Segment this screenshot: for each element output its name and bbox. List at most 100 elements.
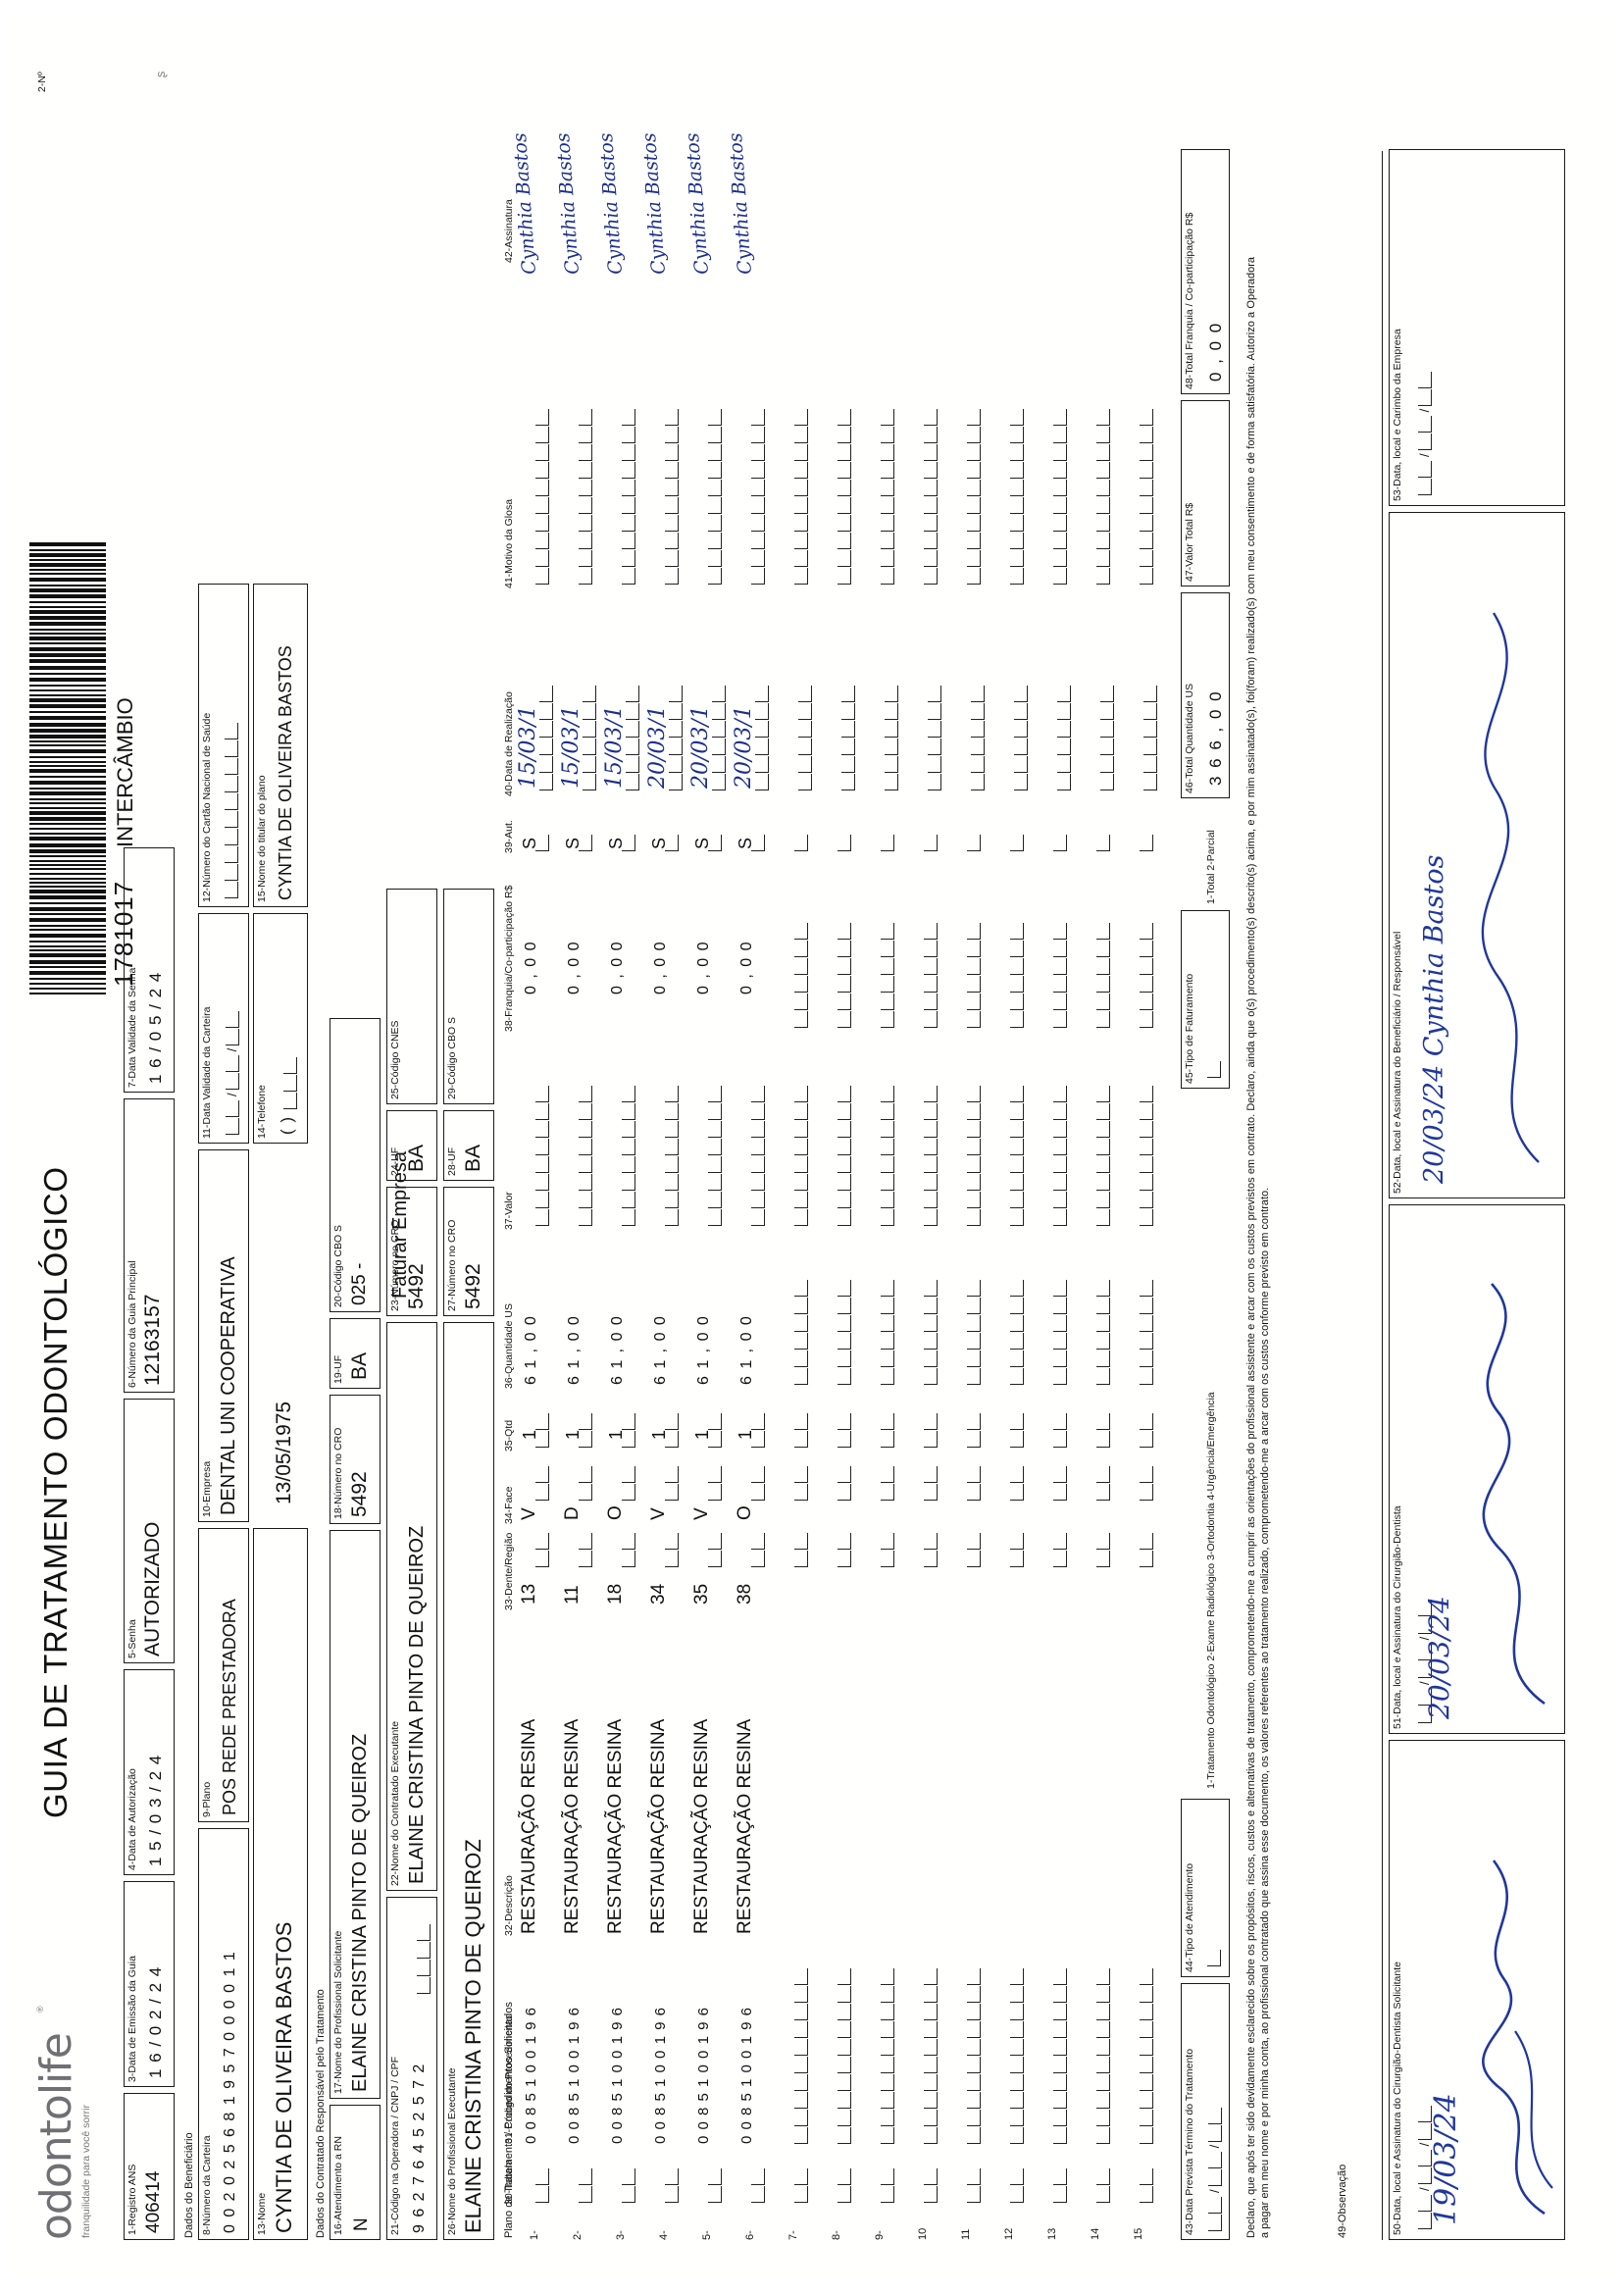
field-profissional-solicitante-value: ELAINE CRISTINA PINTO DE QUEIROZ bbox=[349, 1733, 371, 2092]
field-total-quantidade-us-value: 3 6 6 , 0 0 bbox=[1206, 689, 1225, 786]
field-empresa[interactable]: 10-Empresa DENTAL UNI COOPERATIVA bbox=[198, 1149, 249, 1522]
signature-beneficiario-mark bbox=[1481, 612, 1540, 1163]
table-cell-quantidade-us: 6 1 , 0 0 bbox=[566, 1314, 583, 1385]
table-cell-franquia: 0 , 0 0 bbox=[738, 941, 755, 994]
field-observacao[interactable] bbox=[1349, 151, 1383, 2240]
field-validade-carteira[interactable]: 11-Data Validade da Carteira / / bbox=[198, 913, 249, 1144]
field-cbo-solicitante[interactable]: 20-Código CBO S 025 - bbox=[330, 1018, 381, 1312]
field-telefone[interactable]: 14-Telefone ( ) bbox=[253, 913, 308, 1144]
field-data-autorizacao[interactable]: 4-Data de Autorização 1 5 / 0 3 / 2 4 bbox=[124, 1669, 175, 1875]
table-cell-descricao: RESTAURAÇÃO RESINA bbox=[519, 1718, 539, 1934]
table-col-header-38: 38-Franquia/Co-participação R$ bbox=[503, 885, 515, 1032]
field-assinatura-dentista[interactable]: 51-Data, local e Assinatura do Cirurgião… bbox=[1389, 1204, 1565, 1734]
field-cartao-nacional-saude[interactable]: 12-Número do Cartão Nacional de Saúde bbox=[198, 584, 249, 907]
table-cell-descricao: RESTAURAÇÃO RESINA bbox=[648, 1718, 669, 1934]
table-row-number: 13 bbox=[1046, 2227, 1058, 2240]
table-cell-assinatura: Cynthia Bastos bbox=[594, 131, 628, 276]
field-validade-senha-label: 7-Data Validade da Senha bbox=[127, 967, 138, 1088]
table-row-number: 14 bbox=[1090, 2227, 1101, 2240]
table-cell-codigo: 0 0 8 5 1 0 0 1 9 6 bbox=[695, 2007, 712, 2144]
field-cro-executante-label: 23-Número no CRO bbox=[389, 1219, 401, 1311]
field-data-termino[interactable]: 43-Data Prevista Término do Tratamento /… bbox=[1181, 1983, 1230, 2240]
field-titular-plano[interactable]: 15-Nome do titular do plano CYNTIA DE OL… bbox=[253, 584, 308, 907]
brand-name: odontolife bbox=[31, 2033, 81, 2240]
field-cro-executante[interactable]: 23-Número no CRO 5492 bbox=[386, 1187, 437, 1316]
signature-beneficiario-text: 20/03/24 Cynthia Bastos bbox=[1419, 854, 1449, 1184]
field-empresa-label: 10-Empresa bbox=[201, 1460, 213, 1517]
field-profissional-executante[interactable]: 26-Nome do Profissional Executante ELAIN… bbox=[443, 1322, 494, 2240]
table-cell-data-realizacao: 15/03/1 bbox=[559, 705, 584, 789]
field-carimbo-empresa[interactable]: 53-Data, local e Carimbo da Empresa / / bbox=[1389, 149, 1565, 506]
field-atendimento-rn-label: 16-Atendimento a RN bbox=[332, 2136, 344, 2235]
field-valor-total[interactable]: 47-Valor Total R$ bbox=[1181, 400, 1230, 586]
table-col-header-39: 39-Aut. bbox=[503, 820, 515, 853]
brand-registered-icon: ® bbox=[35, 2006, 45, 2013]
brand-logo: odontolife ® franquilidade para você sor… bbox=[29, 1995, 106, 2240]
field-uf-executante[interactable]: 24-UF BA bbox=[386, 1110, 437, 1181]
field-uf-solicitante-value: BA bbox=[348, 1351, 371, 1380]
field-contratado-executante-value: ELAINE CRISTINA PINTO DE QUEIROZ bbox=[406, 1525, 428, 1884]
table-col-header-31: 31-Código do Procedimento bbox=[503, 2015, 515, 2144]
table-col-header-36: 36-Quantidade US bbox=[503, 1303, 515, 1389]
field-uf-executante-label: 24-UF bbox=[389, 1146, 401, 1176]
table-cell-descricao: RESTAURAÇÃO RESINA bbox=[735, 1718, 755, 1934]
table-row-number: 15 bbox=[1133, 2227, 1144, 2240]
table-col-header-33: 33-Dente/Região bbox=[503, 1532, 515, 1610]
table-cell-assinatura: Cynthia Bastos bbox=[637, 131, 671, 276]
table-col-header-41: 41-Motivo da Glosa bbox=[503, 498, 515, 588]
exchange-label: INTERCÂMBIO bbox=[113, 697, 137, 847]
field-numero-carteira[interactable]: 8-Número da Carteira 0 0 2 0 2 5 6 8 1 9… bbox=[198, 1828, 249, 2240]
field-total-franquia[interactable]: 48-Total Franquia / Co-participação R$ 0… bbox=[1181, 149, 1230, 394]
barcode bbox=[29, 539, 106, 994]
field-uf-profissional[interactable]: 28-UF BA bbox=[443, 1110, 494, 1181]
field-data-autorizacao-value: 1 5 / 0 3 / 2 4 bbox=[146, 1754, 165, 1866]
field-uf-solicitante[interactable]: 19-UF BA bbox=[330, 1318, 381, 1389]
field-codigo-operadora-cells bbox=[417, 1923, 431, 1994]
field-codigo-cnes[interactable]: 25-Código CNES bbox=[386, 889, 437, 1104]
field-total-franquia-value: 0 , 0 0 bbox=[1206, 321, 1225, 382]
field-registro-ans[interactable]: 1-Registro ANS 406414 bbox=[124, 2093, 175, 2240]
field-validade-carteira-label: 11-Data Validade da Carteira bbox=[201, 1006, 213, 1139]
field-nascimento-value: 13/05/1975 bbox=[273, 1401, 295, 1504]
field-plano[interactable]: 9-Plano POS REDE PRESTADORA bbox=[198, 1528, 249, 1822]
table-cell-data-realizacao: 20/03/1 bbox=[688, 705, 713, 789]
field-nome-beneficiario[interactable]: 13-Nome CYNTIA DE OLIVEIRA BASTOS bbox=[253, 1528, 308, 2240]
field-codigo-operadora[interactable]: 21-Código na Operadora / CNPJ / CPF 9 6 … bbox=[386, 1897, 437, 2240]
table-cell-codigo: 0 0 8 5 1 0 0 1 9 6 bbox=[523, 2007, 539, 2144]
field-profissional-solicitante[interactable]: 17-Nome do Profissional Solicitante ELAI… bbox=[330, 1530, 381, 2099]
table-cell-dente: 11 bbox=[562, 1585, 583, 1605]
table-cell-face: V bbox=[648, 1507, 669, 1520]
field-tipo-faturamento[interactable]: 45-Tipo de Faturamento bbox=[1181, 910, 1230, 1089]
field-senha[interactable]: 5-Senha AUTORIZADO bbox=[124, 1399, 175, 1663]
table-cell-descricao: RESTAURAÇÃO RESINA bbox=[605, 1718, 626, 1934]
field-codigo-operadora-value: 9 6 2 7 6 4 5 2 5 7 2 bbox=[411, 2063, 428, 2233]
table-cell-face: V bbox=[519, 1507, 539, 1520]
scan-artifact: ʂ bbox=[153, 71, 168, 78]
table-cell-quantidade-us: 6 1 , 0 0 bbox=[695, 1314, 712, 1385]
field-assinatura-solicitante[interactable]: 50-Data, local e Assinatura do Cirurgião… bbox=[1389, 1740, 1565, 2240]
field-telefone-label: 14-Telefone bbox=[256, 1085, 268, 1139]
field-assinatura-beneficiario[interactable]: 52-Data, local e Assinatura do Beneficiá… bbox=[1389, 512, 1565, 1198]
field-telefone-cells bbox=[283, 1056, 297, 1109]
field-senha-value: AUTORIZADO bbox=[141, 1521, 164, 1656]
table-cell-dente: 13 bbox=[519, 1583, 539, 1605]
field-profissional-executante-value: ELAINE CRISTINA PINTO DE QUEIROZ bbox=[461, 1839, 485, 2233]
table-cell-franquia: 0 , 0 0 bbox=[566, 941, 583, 994]
table-row-number: 1- bbox=[529, 2230, 540, 2240]
field-tipo-atendimento[interactable]: 44-Tipo de Atendimento bbox=[1181, 1799, 1230, 1977]
field-cbo-profissional[interactable]: 29-Código CBO S bbox=[443, 889, 494, 1104]
field-cro-profissional[interactable]: 27-Número no CRO 5492 bbox=[443, 1187, 494, 1316]
field-tipo-atendimento-cells bbox=[1207, 1949, 1221, 1966]
field-atendimento-rn[interactable]: 16-Atendimento a RN N bbox=[330, 2105, 381, 2240]
field-data-emissao[interactable]: 3-Data de Emissão da Guia 1 6 / 0 2 / 2 … bbox=[124, 1881, 175, 2087]
field-guia-principal[interactable]: 6-Número da Guia Principal 12163157 bbox=[124, 1098, 175, 1393]
field-nome-beneficiario-label: 13-Nome bbox=[256, 2192, 268, 2235]
field-cbo-solicitante-label: 20-Código CBO S bbox=[332, 1224, 344, 1307]
field-cro-solicitante[interactable]: 18-Número no CRO 5492 bbox=[330, 1395, 381, 1524]
field-codigo-operadora-label: 21-Código na Operadora / CNPJ / CPF bbox=[389, 2056, 401, 2235]
field-plano-value: POS REDE PRESTADORA bbox=[220, 1599, 239, 1815]
field-contratado-executante[interactable]: 22-Nome do Contratado Executante ELAINE … bbox=[386, 1322, 437, 1891]
field-total-quantidade-us[interactable]: 46-Total Quantidade US 3 6 6 , 0 0 bbox=[1181, 592, 1230, 798]
field-validade-senha[interactable]: 7-Data Validade da Senha 1 6 / 0 5 / 2 4 bbox=[124, 847, 175, 1093]
table-cell-codigo: 0 0 8 5 1 0 0 1 9 6 bbox=[738, 2007, 755, 2144]
